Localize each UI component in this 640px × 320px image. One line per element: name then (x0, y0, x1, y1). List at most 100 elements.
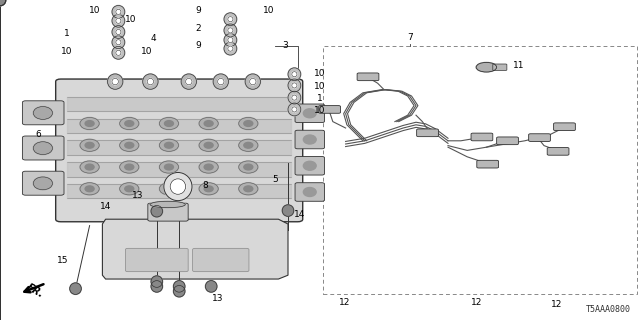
Ellipse shape (120, 139, 139, 151)
Bar (323, 46, 637, 294)
Ellipse shape (218, 78, 224, 85)
Ellipse shape (288, 91, 301, 104)
Ellipse shape (239, 183, 258, 195)
FancyBboxPatch shape (295, 104, 324, 123)
Ellipse shape (239, 139, 258, 151)
Ellipse shape (85, 186, 94, 192)
Ellipse shape (213, 74, 228, 89)
Ellipse shape (80, 117, 99, 130)
Text: 3: 3 (282, 41, 287, 50)
Ellipse shape (173, 281, 185, 292)
Ellipse shape (125, 121, 134, 126)
Ellipse shape (244, 164, 253, 170)
FancyBboxPatch shape (125, 248, 188, 272)
FancyBboxPatch shape (295, 130, 324, 149)
Ellipse shape (186, 78, 192, 85)
Ellipse shape (228, 17, 233, 22)
Ellipse shape (120, 117, 139, 130)
Ellipse shape (164, 142, 173, 148)
FancyBboxPatch shape (56, 79, 303, 222)
Ellipse shape (112, 14, 125, 27)
Ellipse shape (125, 164, 134, 170)
Ellipse shape (112, 46, 125, 59)
Ellipse shape (120, 183, 139, 195)
Ellipse shape (33, 142, 52, 155)
Text: 11: 11 (513, 61, 524, 70)
Ellipse shape (199, 139, 218, 151)
Ellipse shape (108, 74, 123, 89)
Text: 12: 12 (551, 300, 563, 309)
Ellipse shape (288, 68, 301, 81)
Ellipse shape (199, 161, 218, 173)
FancyBboxPatch shape (547, 148, 569, 155)
Ellipse shape (199, 183, 218, 195)
FancyBboxPatch shape (295, 156, 324, 175)
FancyBboxPatch shape (477, 160, 499, 168)
Ellipse shape (33, 177, 52, 190)
Ellipse shape (112, 36, 125, 49)
Ellipse shape (147, 78, 154, 85)
Ellipse shape (288, 79, 301, 92)
Ellipse shape (288, 103, 301, 116)
FancyBboxPatch shape (417, 129, 438, 137)
FancyBboxPatch shape (471, 133, 493, 141)
Text: 12: 12 (339, 298, 350, 307)
Ellipse shape (224, 34, 237, 46)
FancyBboxPatch shape (22, 171, 64, 195)
Ellipse shape (205, 281, 217, 292)
Ellipse shape (199, 117, 218, 130)
Ellipse shape (85, 121, 94, 126)
Text: 10: 10 (61, 47, 73, 56)
Ellipse shape (303, 188, 316, 196)
Ellipse shape (239, 117, 258, 130)
FancyBboxPatch shape (357, 73, 379, 81)
Text: FR.: FR. (25, 282, 45, 300)
Text: 5: 5 (273, 175, 278, 184)
Ellipse shape (204, 164, 213, 170)
Ellipse shape (245, 74, 260, 89)
Ellipse shape (33, 107, 52, 119)
Ellipse shape (303, 109, 316, 118)
Text: 10: 10 (89, 6, 100, 15)
Ellipse shape (250, 78, 256, 85)
Text: 10: 10 (314, 106, 326, 115)
Ellipse shape (244, 121, 253, 126)
Text: 10: 10 (125, 15, 137, 24)
FancyBboxPatch shape (295, 183, 324, 201)
Ellipse shape (116, 29, 121, 35)
Ellipse shape (116, 40, 121, 45)
Ellipse shape (228, 28, 233, 33)
FancyBboxPatch shape (148, 203, 188, 221)
FancyBboxPatch shape (319, 106, 340, 113)
Text: 7: 7 (407, 33, 412, 42)
Ellipse shape (164, 172, 192, 201)
Ellipse shape (116, 9, 121, 14)
Ellipse shape (80, 139, 99, 151)
Polygon shape (102, 219, 288, 279)
FancyBboxPatch shape (529, 134, 550, 141)
Ellipse shape (228, 46, 233, 51)
Ellipse shape (292, 95, 297, 100)
Ellipse shape (228, 37, 233, 43)
Ellipse shape (112, 78, 118, 85)
Ellipse shape (112, 5, 125, 18)
Ellipse shape (239, 161, 258, 173)
Ellipse shape (282, 205, 294, 216)
Text: 4: 4 (151, 34, 156, 43)
Ellipse shape (224, 24, 237, 37)
Ellipse shape (0, 0, 6, 6)
Text: 9: 9 (196, 41, 201, 50)
Ellipse shape (151, 281, 163, 292)
Ellipse shape (159, 183, 179, 195)
Ellipse shape (85, 164, 94, 170)
FancyBboxPatch shape (497, 137, 518, 145)
Ellipse shape (292, 72, 297, 77)
Ellipse shape (120, 161, 139, 173)
Ellipse shape (116, 50, 121, 55)
Ellipse shape (181, 74, 196, 89)
Ellipse shape (125, 142, 134, 148)
Ellipse shape (170, 179, 186, 194)
Text: T5AAA0800: T5AAA0800 (586, 305, 630, 314)
Ellipse shape (244, 142, 253, 148)
Text: 6: 6 (36, 130, 41, 139)
